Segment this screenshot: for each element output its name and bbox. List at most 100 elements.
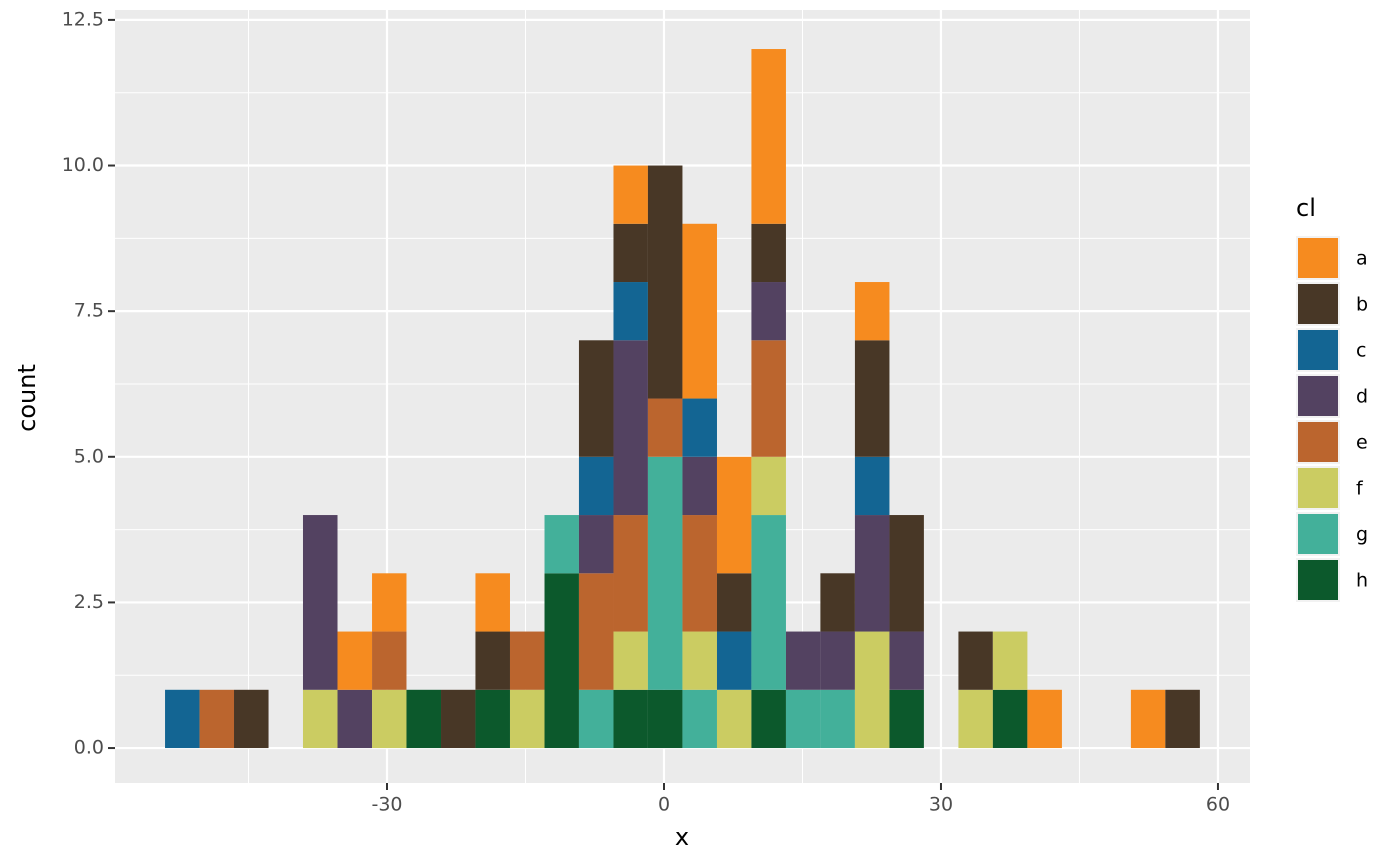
legend-label: g (1356, 524, 1368, 546)
bar-segment (302, 689, 338, 749)
bar-segment (716, 456, 752, 574)
bar-segment (682, 223, 717, 399)
bar-segment (302, 515, 338, 690)
legend-swatch (1298, 284, 1338, 324)
bar-segment (958, 689, 993, 749)
bar-segment (578, 689, 614, 749)
bar-segment (544, 515, 579, 574)
bar-segment (165, 689, 200, 749)
bar-segment (441, 689, 476, 749)
bar-segment (613, 282, 648, 341)
legend-swatch (1298, 330, 1338, 370)
bar-segment (682, 398, 717, 457)
bar-segment (613, 165, 648, 224)
bar-segment (1130, 689, 1166, 749)
bar-segment (509, 631, 545, 690)
legend-swatch (1298, 422, 1338, 462)
bar-segment (613, 515, 648, 632)
x-tick-label: 0 (658, 794, 670, 816)
legend-label: c (1356, 340, 1366, 362)
bar-segment (647, 689, 683, 749)
bar-segment (889, 515, 924, 632)
legend-label: b (1356, 294, 1368, 316)
bar-segment (716, 631, 752, 690)
legend-swatch (1298, 560, 1338, 600)
y-tick-label: 5.0 (74, 445, 104, 467)
bar-segment (199, 689, 235, 749)
bar-segment (578, 573, 614, 690)
bar-segment (647, 398, 683, 457)
legend-label: f (1356, 478, 1364, 500)
bar-segment (751, 515, 786, 690)
bar-segment (544, 573, 579, 749)
x-tick-label: -30 (371, 794, 402, 816)
bar-segment (406, 689, 442, 749)
bar-segment (475, 631, 510, 690)
bar-segment (475, 689, 510, 749)
bar-segment (509, 689, 545, 749)
bar-segment (820, 631, 855, 690)
bar-segment (372, 573, 407, 632)
bar-segment (854, 340, 890, 457)
bar-segment (682, 456, 717, 516)
bar-segment (992, 631, 1028, 690)
bar-segment (785, 631, 821, 690)
bar-segment (785, 689, 821, 749)
bar-segment (578, 515, 614, 574)
y-tick-label: 0.0 (74, 737, 104, 759)
bar-segment (716, 573, 752, 632)
bar-segment (1165, 689, 1200, 749)
bar-segment (751, 689, 786, 749)
bar-segment (337, 631, 373, 690)
bar-segment (820, 573, 855, 632)
bar-segment (958, 631, 993, 690)
legend-title: cl (1296, 194, 1316, 222)
legend-label: a (1356, 248, 1368, 270)
bar-segment (854, 631, 890, 749)
bar-segment (751, 49, 786, 224)
bar-segment (578, 340, 614, 457)
bar-segment (682, 689, 717, 749)
y-tick-label: 2.5 (74, 591, 104, 613)
bar-segment (613, 223, 648, 283)
bar-segment (682, 515, 717, 632)
x-tick-label: 60 (1206, 794, 1230, 816)
x-tick-label: 30 (929, 794, 953, 816)
y-axis-title: count (13, 364, 41, 432)
legend-swatch (1298, 238, 1338, 278)
bar-segment (372, 631, 407, 690)
bar-segment (613, 340, 648, 516)
bar-segment (751, 456, 786, 516)
bar-segment (992, 689, 1028, 749)
bar-segment (820, 689, 855, 749)
x-axis-title: x (675, 823, 689, 851)
legend-label: d (1356, 386, 1368, 408)
bar-segment (647, 456, 683, 690)
bar-segment (647, 165, 683, 399)
legend-label: h (1356, 570, 1368, 592)
y-tick-label: 7.5 (74, 300, 104, 322)
bar-segment (854, 282, 890, 341)
bar-segment (372, 689, 407, 749)
bar-segment (1027, 689, 1062, 749)
y-tick-label: 12.5 (62, 8, 104, 30)
bar-segment (854, 456, 890, 516)
bar-segment (716, 689, 752, 749)
bar-segment (682, 631, 717, 690)
legend-swatch (1298, 376, 1338, 416)
y-tick-label: 10.0 (62, 154, 104, 176)
bar-segment (889, 631, 924, 690)
bar-segment (751, 340, 786, 457)
bar-segment (854, 515, 890, 632)
legend-swatch (1298, 468, 1338, 508)
bar-segment (613, 689, 648, 749)
bar-segment (613, 631, 648, 690)
bar-segment (578, 456, 614, 516)
bar-segment (337, 689, 373, 749)
bar-segment (234, 689, 269, 749)
bar-segment (751, 223, 786, 283)
bar-segment (751, 282, 786, 341)
bar-segment (889, 689, 924, 749)
bar-segment (475, 573, 510, 632)
